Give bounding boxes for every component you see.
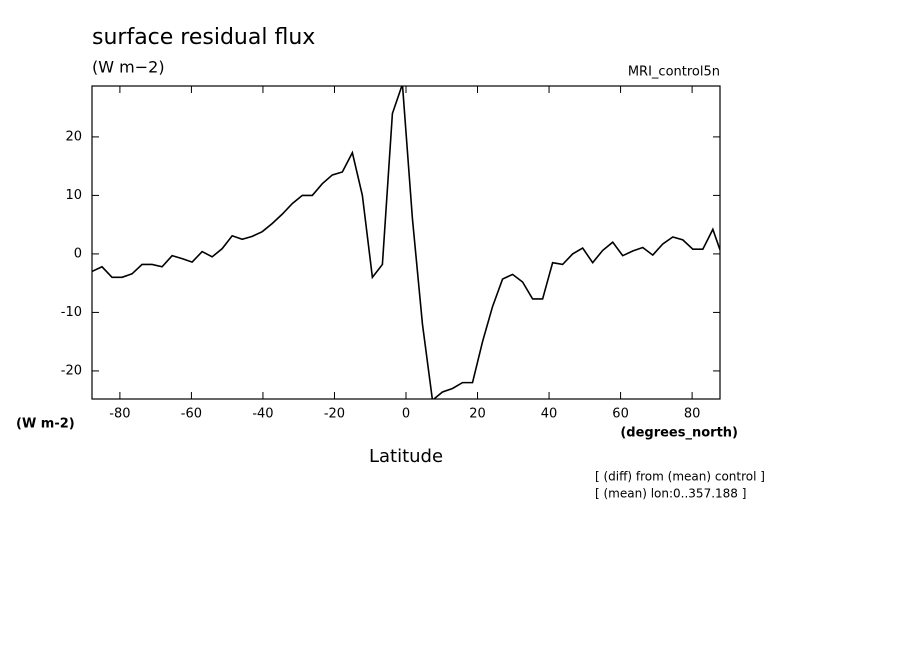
y-axis-label: (W m-2) xyxy=(16,417,75,432)
y-tick-label: -20 xyxy=(61,363,82,378)
y-tick-label: -10 xyxy=(61,305,82,320)
x-tick-label: -20 xyxy=(324,407,345,422)
x-tick-label: -40 xyxy=(252,407,273,422)
x-tick-label: 20 xyxy=(469,407,486,422)
y-tick-label: 20 xyxy=(65,129,82,144)
x-tick-label: 60 xyxy=(612,407,629,422)
data-line xyxy=(92,86,720,399)
chart-title: surface residual flux xyxy=(92,25,315,50)
x-tick-label: 80 xyxy=(684,407,701,422)
annotation: [ (mean) lon:0..357.188 ] xyxy=(595,487,746,501)
x-axis-label: Latitude xyxy=(369,446,443,467)
x-tick-label: 40 xyxy=(541,407,558,422)
x-tick-label: 0 xyxy=(402,407,410,422)
x-tick-label: -60 xyxy=(181,407,202,422)
subtitle: (W m−2) xyxy=(92,58,165,77)
y-tick-label: 10 xyxy=(65,188,82,203)
x-units: (degrees_north) xyxy=(620,426,738,441)
dataset-label: MRI_control5n xyxy=(628,65,720,80)
x-tick-label: -80 xyxy=(109,407,130,422)
annotation: [ (diff) from (mean) control ] xyxy=(595,470,765,484)
y-tick-label: 0 xyxy=(74,246,82,261)
